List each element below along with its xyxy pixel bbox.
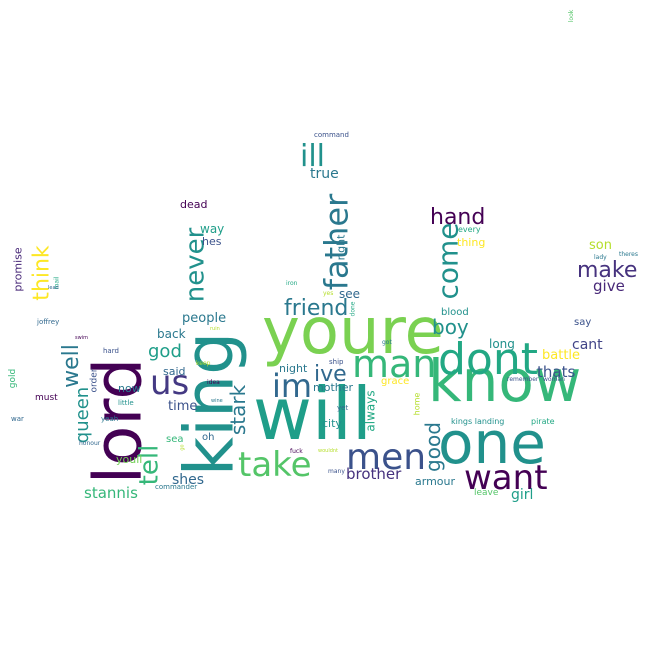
- word-hand: hand: [430, 205, 486, 230]
- word-now: now: [118, 382, 141, 395]
- word-take: take: [238, 445, 312, 485]
- word-city: city: [322, 417, 342, 430]
- word-war: war: [11, 415, 24, 423]
- word-command: command: [314, 131, 349, 139]
- word-hard: hard: [103, 347, 119, 355]
- word-wouldnt: wouldnt: [318, 448, 339, 454]
- word-im: im: [272, 367, 313, 405]
- word-friend: friend: [284, 296, 349, 321]
- word-one: one: [438, 409, 546, 477]
- word-every: every: [458, 225, 481, 234]
- word-got: got: [382, 339, 392, 346]
- word-yes: yes: [323, 290, 334, 297]
- word-dead: dead: [180, 198, 208, 211]
- word-home: home: [412, 392, 422, 416]
- word-done: done: [349, 301, 357, 317]
- word-wine: wine: [211, 398, 223, 404]
- word-iron: iron: [286, 280, 298, 287]
- word-true: true: [310, 166, 339, 182]
- word-want: want: [464, 458, 548, 498]
- word-joffrey: joffrey: [37, 318, 60, 326]
- word-must: must: [35, 393, 58, 403]
- word-remember: remember: [507, 376, 539, 383]
- word-shes: shes: [172, 472, 205, 488]
- word-back: back: [157, 327, 186, 341]
- word-thing: thing: [457, 236, 486, 249]
- word-son: son: [589, 238, 612, 253]
- word-leave: leave: [474, 488, 499, 498]
- word-yeah: yeah: [101, 415, 119, 423]
- word-stannis: stannis: [84, 484, 138, 502]
- word-pirate: pirate: [531, 417, 555, 426]
- word-say: say: [574, 317, 592, 328]
- word-kings-landing: kings landing: [451, 417, 505, 426]
- word-youre: youre: [262, 295, 444, 369]
- word-boy: boy: [432, 315, 469, 339]
- word-long: long: [489, 337, 515, 351]
- word-look: look: [568, 9, 576, 23]
- word-make: make: [577, 258, 638, 283]
- word-us: us: [150, 363, 190, 403]
- word-commander: commander: [155, 483, 198, 491]
- word-battle: battle: [542, 348, 581, 363]
- word-theres: theres: [619, 251, 638, 258]
- word-armour: armour: [415, 475, 456, 488]
- word-ill: ill: [300, 139, 326, 174]
- word-ruin: ruin: [210, 326, 220, 332]
- word-fuck: fuck: [290, 448, 303, 455]
- word-ship: ship: [329, 358, 344, 366]
- word-will: will: [253, 372, 372, 456]
- word-yet: yet: [337, 404, 349, 412]
- word-god: god: [148, 341, 182, 362]
- word-brother: brother: [346, 465, 402, 483]
- word-queen: queen: [72, 386, 94, 444]
- word-said: said: [163, 365, 186, 378]
- word-girl: girl: [511, 487, 534, 503]
- word-men: men: [346, 437, 427, 478]
- word-oh: oh: [202, 432, 215, 443]
- word-thats: thats: [537, 363, 576, 381]
- word-promise: promise: [11, 247, 25, 292]
- word-order: order: [89, 368, 100, 393]
- word-cant: cant: [572, 337, 603, 353]
- word-right: right: [334, 234, 348, 261]
- word-come: come: [431, 222, 465, 300]
- word-woman: woman: [543, 376, 565, 383]
- word-gold: gold: [8, 368, 19, 389]
- word-ive: ive: [314, 362, 347, 387]
- word-stark: stark: [226, 384, 251, 436]
- word-man: man: [352, 342, 437, 386]
- word-dont: dont: [438, 334, 538, 385]
- word-many: many: [328, 468, 345, 475]
- word-people: people: [182, 311, 227, 326]
- word-grace: grace: [381, 376, 410, 387]
- word-keep: keep: [196, 360, 211, 367]
- word-honour: honour: [79, 440, 101, 447]
- word-give: give: [593, 277, 625, 295]
- word-go: go: [179, 444, 186, 451]
- word-good: good: [420, 422, 445, 472]
- word-mother: mother: [313, 381, 354, 394]
- word-time: time: [168, 399, 198, 414]
- word-always: always: [363, 390, 378, 432]
- word-think: think: [29, 245, 55, 301]
- word-sea: sea: [166, 434, 184, 445]
- word-blood: blood: [441, 307, 469, 318]
- word-night: night: [279, 362, 308, 375]
- word-well: well: [58, 344, 84, 388]
- word-swim: swim: [75, 335, 88, 341]
- word-youll: youll: [116, 453, 143, 466]
- word-little: little: [118, 399, 134, 407]
- word-way: way: [200, 222, 225, 236]
- word-idea: idea: [207, 379, 220, 386]
- word-lead: lead: [48, 285, 59, 291]
- word-hes: hes: [202, 235, 222, 248]
- word-lady: lady: [594, 254, 607, 261]
- word-see: see: [339, 287, 361, 301]
- word-know: know: [428, 347, 582, 415]
